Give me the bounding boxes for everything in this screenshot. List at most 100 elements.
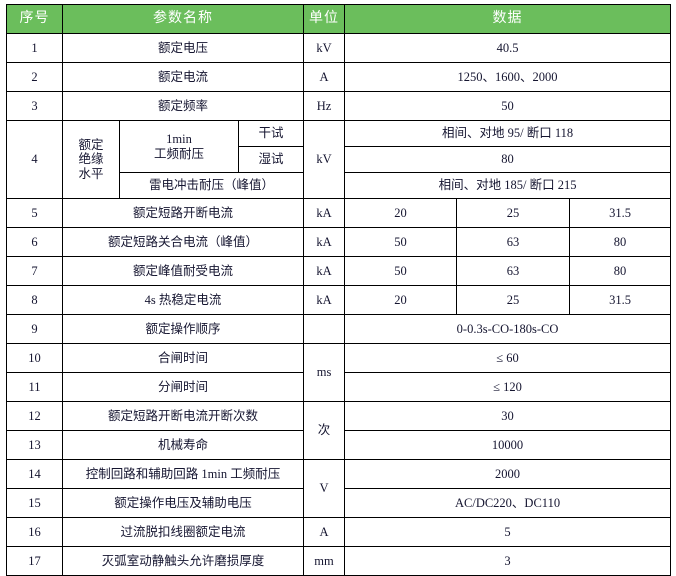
parameter-name: 额定峰值耐受电流 — [61, 256, 305, 286]
unit-value-empty — [303, 314, 346, 344]
table-row-4-lightning: 雷电冲击耐压（峰值） 相间、对地 185/ 断口 215 — [7, 172, 672, 199]
table-row-16: 16 过流脱扣线圈额定电流 A 5 — [6, 517, 672, 547]
parameter-name: 额定频率 — [61, 91, 305, 121]
dry-test-label: 干试 — [237, 120, 305, 147]
wet-test-label: 湿试 — [237, 146, 305, 173]
row-number: 8 — [6, 285, 63, 315]
row-number: 2 — [6, 62, 63, 92]
unit-value: mm — [303, 546, 346, 576]
table-row-12: 12 额定短路开断电流开断次数 次 30 — [6, 401, 672, 460]
insulation-label-line1: 额定 — [78, 137, 104, 152]
header-cell-data: 数据 — [344, 4, 672, 34]
parameter-name: 额定操作顺序 — [61, 314, 305, 344]
parameter-name: 额定短路开断电流开断次数 — [61, 401, 305, 431]
header-cell-unit: 单位 — [303, 4, 346, 34]
row-number: 17 — [6, 546, 63, 576]
data-value: ≤ 120 — [344, 372, 672, 402]
data-value: ≤ 60 — [344, 343, 672, 373]
table-row-9: 9 额定操作顺序 0-0.3s-CO-180s-CO — [6, 314, 672, 344]
data-value-3: 80 — [569, 227, 672, 257]
parameter-name: 额定操作电压及辅助电压 — [61, 488, 305, 518]
parameter-name: 额定电流 — [61, 62, 305, 92]
unit-value: kA — [303, 198, 346, 228]
table-row-4-wet: 湿试 80 — [7, 146, 672, 173]
unit-value: kA — [303, 256, 346, 286]
unit-value: kA — [303, 285, 346, 315]
data-value-3: 31.5 — [569, 285, 672, 315]
row-number: 4 — [6, 120, 63, 199]
table-row-6: 6 额定短路关合电流（峰值） kA 50 63 80 — [6, 227, 672, 257]
parameter-name: 合闸时间 — [61, 343, 305, 373]
row-number: 15 — [6, 488, 63, 518]
power-freq-line2: 工频耐压 — [153, 146, 204, 161]
table-row-2: 2 额定电流 A 1250、1600、2000 — [6, 62, 672, 92]
table-row-17: 17 灭弧室动静触头允许磨损厚度 mm 3 — [6, 546, 672, 576]
data-value-1: 50 — [344, 227, 458, 257]
data-value: 0-0.3s-CO-180s-CO — [344, 314, 672, 344]
data-value-wet: 80 — [344, 146, 672, 173]
insulation-label-line3: 水平 — [78, 166, 104, 181]
technical-parameters-table: 序号 参数名称 单位 数据 1 额定电压 kV 40.5 2 额定电流 A 12… — [6, 4, 672, 576]
row-number: 7 — [6, 256, 63, 286]
data-value: 40.5 — [344, 33, 672, 63]
row-number: 6 — [6, 227, 63, 257]
row-number: 16 — [6, 517, 63, 547]
table-header-row: 序号 参数名称 单位 数据 — [6, 4, 672, 34]
data-value-1: 20 — [344, 198, 458, 228]
table-row-5: 5 额定短路开断电流 kA 20 25 31.5 — [6, 198, 672, 228]
unit-value: V — [303, 459, 346, 518]
data-value-3: 31.5 — [569, 198, 672, 228]
parameter-name: 额定电压 — [61, 33, 305, 63]
data-value-2: 63 — [456, 256, 571, 286]
table-row-8: 8 4s 热稳定电流 kA 20 25 31.5 — [6, 285, 672, 315]
parameter-name: 4s 热稳定电流 — [61, 285, 305, 315]
table-row-11: 11 分闸时间 ≤ 120 — [6, 372, 672, 402]
power-freq-line1: 1min — [166, 132, 192, 147]
unit-value: ms — [303, 343, 346, 402]
row-number: 11 — [6, 372, 63, 402]
table-row-14: 14 控制回路和辅助回路 1min 工频耐压 V 2000 — [6, 459, 672, 518]
header-cell-no: 序号 — [6, 4, 63, 34]
data-value: 3 — [344, 546, 672, 576]
insulation-label-line2: 绝缘 — [78, 152, 104, 167]
parameter-name: 额定短路关合电流（峰值） — [61, 227, 305, 257]
data-value: 10000 — [344, 430, 672, 460]
table-row-13: 13 机械寿命 10000 — [6, 430, 672, 460]
parameter-name: 灭弧室动静触头允许磨损厚度 — [61, 546, 305, 576]
unit-value: kA — [303, 227, 346, 257]
data-value-2: 63 — [456, 227, 571, 257]
insulation-group-label: 额定 绝缘 水平 — [62, 120, 120, 199]
data-value-2: 25 — [456, 198, 571, 228]
unit-value: kV — [303, 33, 346, 63]
table-row-1: 1 额定电压 kV 40.5 — [6, 33, 672, 63]
unit-value: 次 — [303, 401, 346, 460]
unit-value: Hz — [303, 91, 346, 121]
table-row-7: 7 额定峰值耐受电流 kA 50 63 80 — [6, 256, 672, 286]
data-value: 5 — [344, 517, 672, 547]
row-number: 12 — [6, 401, 63, 431]
lightning-impulse-label: 雷电冲击耐压（峰值） — [118, 172, 305, 199]
data-value-3: 80 — [569, 256, 672, 286]
header-cell-param: 参数名称 — [61, 4, 305, 34]
power-frequency-withstand-label: 1min 工频耐压 — [119, 120, 239, 173]
table-row-3: 3 额定频率 Hz 50 — [6, 91, 672, 121]
row-number: 1 — [6, 33, 63, 63]
data-value: 50 — [344, 91, 672, 121]
row-number: 10 — [6, 343, 63, 373]
data-value: 30 — [344, 401, 672, 431]
data-value-1: 50 — [344, 256, 458, 286]
parameter-name: 额定短路开断电流 — [61, 198, 305, 228]
table-row-10: 10 合闸时间 ms ≤ 60 — [6, 343, 672, 402]
data-value-1: 20 — [344, 285, 458, 315]
data-value-2: 25 — [456, 285, 571, 315]
parameter-name: 过流脱扣线圈额定电流 — [61, 517, 305, 547]
unit-value: A — [303, 62, 346, 92]
data-value: AC/DC220、DC110 — [344, 488, 672, 518]
data-value: 1250、1600、2000 — [344, 62, 672, 92]
row-number: 5 — [6, 198, 63, 228]
table-row-4-dry: 4 额定 绝缘 水平 1min 工频耐压 干试 kV 相间、对地 95/ 断口 … — [6, 120, 672, 199]
row-number: 9 — [6, 314, 63, 344]
unit-value: kV — [303, 120, 346, 199]
data-value: 2000 — [344, 459, 672, 489]
data-value-dry: 相间、对地 95/ 断口 118 — [344, 120, 672, 147]
